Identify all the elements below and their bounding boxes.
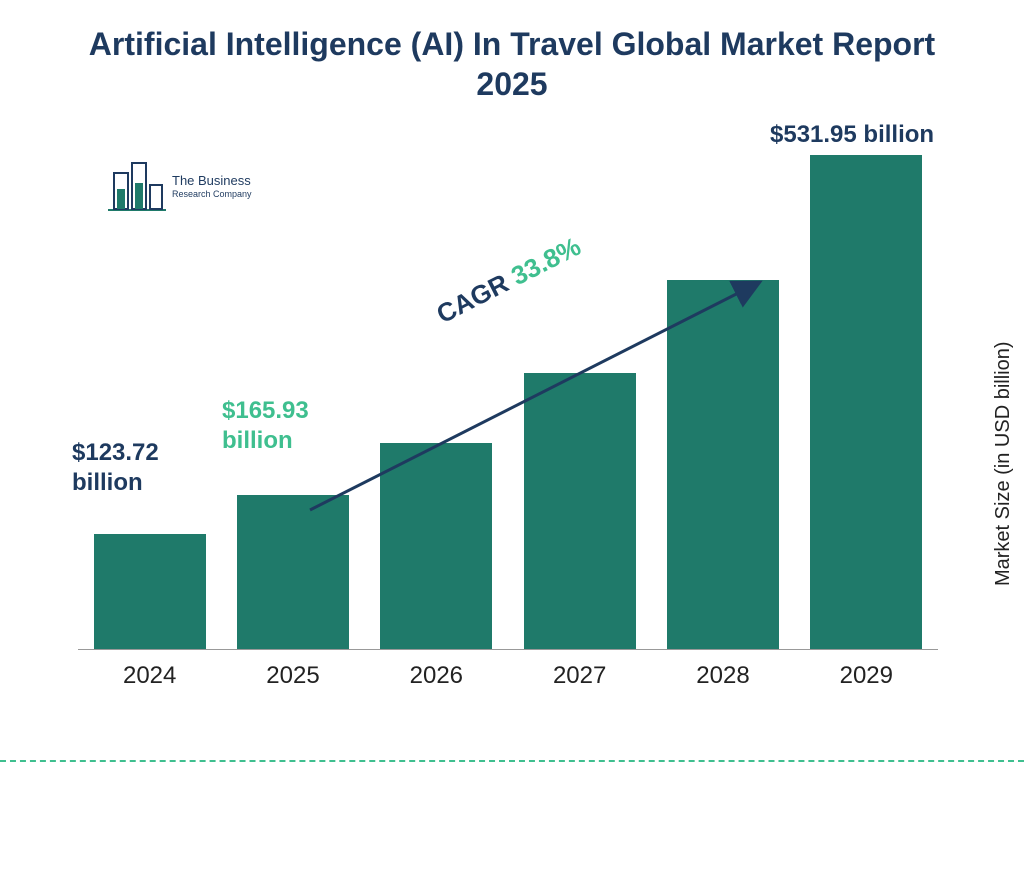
x-axis-labels: 202420252026202720282029: [78, 654, 938, 700]
bar-slot: [78, 130, 221, 649]
bar-slot: [795, 130, 938, 649]
x-label: 2029: [795, 654, 938, 700]
x-label: 2024: [78, 654, 221, 700]
bar: [810, 155, 922, 649]
bar: [380, 443, 492, 649]
value-label: $165.93 billion: [222, 396, 309, 456]
bar: [667, 280, 779, 649]
bar-slot: [221, 130, 364, 649]
bar: [524, 373, 636, 649]
value-label: $123.72 billion: [72, 438, 159, 498]
bars-container: [78, 130, 938, 650]
bar: [237, 495, 349, 649]
value-label: $531.95 billion: [770, 120, 934, 150]
bar: [94, 534, 206, 649]
bar-slot: [365, 130, 508, 649]
y-axis-label: Market Size (in USD billion): [993, 342, 1016, 587]
x-label: 2027: [508, 654, 651, 700]
x-label: 2028: [651, 654, 794, 700]
x-label: 2026: [365, 654, 508, 700]
bottom-dashed-line: [0, 760, 1024, 762]
bar-slot: [508, 130, 651, 649]
chart-title: Artificial Intelligence (AI) In Travel G…: [0, 0, 1024, 114]
bar-slot: [651, 130, 794, 649]
x-label: 2025: [221, 654, 364, 700]
chart-area: 202420252026202720282029: [78, 130, 938, 700]
